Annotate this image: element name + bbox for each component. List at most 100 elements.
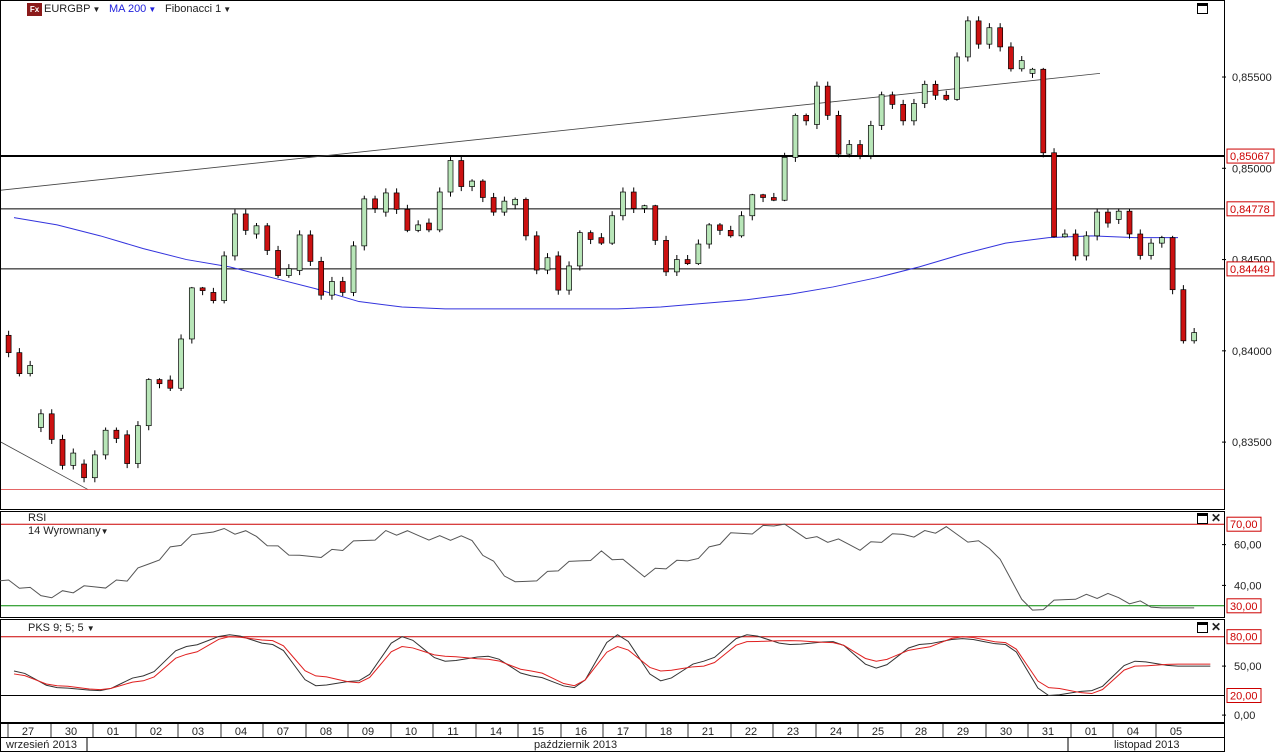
candle-up (620, 191, 626, 217)
fibonacci-label: Fibonacci 1 (165, 3, 222, 15)
candle-down (727, 230, 734, 237)
candle-up (986, 27, 993, 45)
candle-up (695, 243, 702, 265)
candle-down (81, 463, 87, 479)
candle-up (576, 232, 583, 267)
close-pks-pane-icon[interactable]: ✕ (1211, 620, 1222, 634)
x-tick-label: 24 (830, 726, 842, 738)
rsi-level-box (1226, 598, 1262, 614)
candle-up (178, 338, 184, 389)
candle-down (1105, 211, 1111, 224)
candle-down (889, 94, 896, 105)
candle-down (770, 197, 777, 201)
candle-down (975, 20, 982, 45)
candle-up (878, 94, 885, 126)
price-level-label: 0,84778 (1230, 204, 1270, 216)
pks-settings-selector[interactable]: PKS 9; 5; 5 ▼ (28, 622, 95, 634)
ma-line (13, 217, 1178, 310)
candle-down (835, 115, 842, 155)
rsi-settings-selector[interactable]: 14 Wyrownany▼ (28, 525, 109, 537)
x-tick-label: 03 (192, 726, 204, 738)
candle-down (1040, 68, 1047, 154)
pks-level-box (1226, 629, 1262, 645)
rsi-pane (0, 511, 1225, 618)
x-tick-label: 23 (787, 726, 799, 738)
x-tick-label: 22 (745, 726, 757, 738)
candle-down (1180, 289, 1187, 342)
month-label: październik 2013 (534, 739, 618, 751)
close-rsi-pane-icon[interactable]: ✕ (1211, 511, 1222, 525)
candle-up (867, 125, 874, 156)
candle-down (5, 334, 12, 354)
candle-up (145, 379, 152, 427)
x-tick-label: 27 (22, 726, 34, 738)
candle-down (803, 115, 810, 122)
month-label: wrzesień 2013 (6, 739, 77, 751)
rsi-level-label: 30,00 (1230, 601, 1258, 613)
x-tick-label: 15 (532, 726, 544, 738)
x-tick-label: 11 (447, 726, 458, 738)
candle-up (1094, 211, 1101, 237)
ma-indicator-selector[interactable]: MA 200 ▼ (109, 3, 156, 15)
candle-down (48, 413, 55, 440)
candle-down (199, 287, 206, 291)
trend-line (0, 441, 89, 490)
candle-down (1008, 46, 1014, 70)
candle-up (544, 257, 551, 271)
candle-up (1061, 233, 1068, 238)
fibonacci-selector[interactable]: Fibonacci 1 ▼ (165, 3, 231, 15)
candle-up (70, 452, 77, 466)
rsi-subtitle: 14 Wyrownany (28, 525, 101, 537)
candle-down (943, 94, 950, 100)
candle-up (814, 85, 820, 125)
x-tick-label: 09 (362, 726, 374, 738)
candle-up (232, 213, 238, 257)
x-tick-label: 01 (1085, 726, 1097, 738)
rsi-level-box (1226, 516, 1262, 532)
candle-up (501, 200, 508, 213)
y-tick-label: 0,85500 (1232, 72, 1272, 84)
candle-down (275, 250, 281, 276)
candle-down (824, 85, 831, 116)
price-level-label: 0,84449 (1230, 264, 1270, 276)
candle-up (964, 20, 971, 58)
y-tick-label: 0,83500 (1232, 437, 1272, 449)
candle-up (135, 425, 141, 464)
candle-down (1169, 237, 1176, 291)
candle-down (533, 235, 540, 271)
x-tick-label: 07 (277, 726, 289, 738)
candle-down (372, 198, 378, 209)
candle-down (1072, 233, 1079, 257)
candle-down (932, 83, 939, 96)
maximize-rsi-pane-button[interactable] (1197, 513, 1208, 524)
candle-down (458, 160, 465, 187)
candle-up (846, 144, 853, 155)
x-tick-label: 04 (1127, 726, 1139, 738)
candle-up (673, 259, 680, 273)
candle-up (415, 224, 422, 231)
ma-label: MA 200 (109, 3, 147, 15)
x-tick-label: 28 (915, 726, 927, 738)
maximize-price-pane-button[interactable] (1197, 3, 1208, 14)
candle-up (102, 429, 109, 456)
candle-down (1137, 233, 1144, 256)
candle-up (469, 180, 475, 187)
candle-up (329, 281, 335, 296)
candle-down (404, 209, 411, 231)
x-tick-label: 10 (405, 726, 417, 738)
dropdown-caret-icon: ▼ (148, 4, 157, 14)
candle-down (997, 27, 1004, 48)
candle-up (1148, 242, 1154, 256)
x-tick-label: 05 (1170, 726, 1182, 738)
price-level-box (1226, 261, 1275, 277)
rsi-line (0, 523, 1195, 611)
price-level-label: 0,85067 (1230, 151, 1270, 163)
maximize-pks-pane-button[interactable] (1197, 622, 1208, 633)
symbol-selector[interactable]: EURGBP ▼ (44, 3, 100, 15)
candle-up (436, 191, 443, 231)
candle-down (760, 194, 766, 198)
candle-down (426, 222, 432, 231)
candle-up (350, 245, 357, 293)
candle-up (749, 194, 756, 217)
